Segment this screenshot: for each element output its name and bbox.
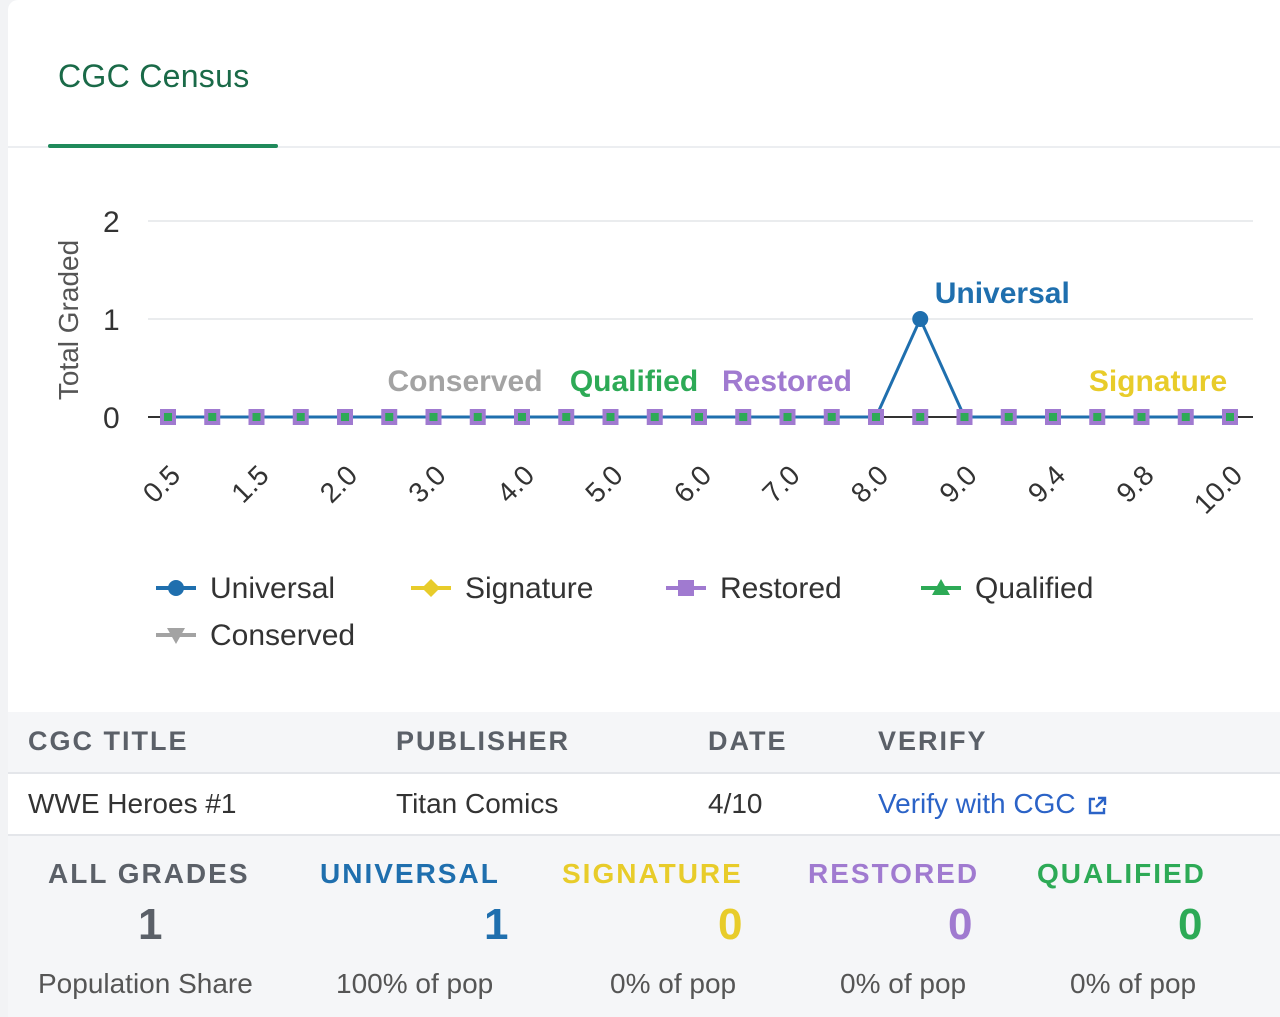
legend-label: Signature bbox=[465, 572, 594, 605]
x-tick-label: 0.5 bbox=[137, 459, 186, 508]
stat-label-signature: SIGNATURE bbox=[562, 858, 743, 889]
data-point-qualified bbox=[1004, 413, 1013, 421]
stat-sub-qualified: 0% of pop bbox=[1070, 968, 1197, 999]
data-point-qualified bbox=[695, 413, 703, 421]
x-tick-label: 4.0 bbox=[491, 459, 540, 508]
data-point-qualified bbox=[1226, 413, 1234, 421]
publisher-name: Titan Comics bbox=[396, 788, 559, 819]
column-header-publisher: PUBLISHER bbox=[396, 726, 571, 756]
stat-sub-signature: 0% of pop bbox=[610, 968, 737, 999]
stat-sub-restored: 0% of pop bbox=[840, 968, 967, 999]
table-header-row: CGC TITLE PUBLISHER DATE VERIFY bbox=[8, 712, 1280, 774]
y-axis-title: Total Graded bbox=[53, 240, 84, 400]
diamond-marker-icon bbox=[411, 579, 451, 597]
data-point-qualified bbox=[385, 413, 394, 421]
data-point-qualified bbox=[606, 413, 615, 421]
data-point-universal bbox=[912, 311, 929, 327]
issue-date: 4/10 bbox=[708, 788, 763, 819]
census-card: CGC Census 0 1 2 Total Graded 0.5 1.5 2.0 3.0 4.… bbox=[8, 0, 1280, 1017]
stat-value-universal: 1 bbox=[484, 900, 509, 949]
annotation-universal: Universal bbox=[935, 277, 1070, 310]
legend-label: Restored bbox=[720, 572, 842, 605]
external-link-icon bbox=[1088, 796, 1106, 814]
data-point-qualified bbox=[783, 413, 792, 421]
column-header-date: DATE bbox=[708, 726, 788, 756]
stat-sub-all-grades: Population Share bbox=[38, 968, 253, 999]
x-tick-label: 9.4 bbox=[1022, 459, 1071, 508]
y-tick-label: 0 bbox=[103, 402, 120, 435]
data-point-qualified bbox=[1093, 413, 1102, 421]
series-line-universal bbox=[168, 315, 1230, 419]
tab-active-indicator bbox=[48, 144, 278, 148]
data-point-qualified bbox=[916, 413, 925, 421]
x-tick-label: 7.0 bbox=[756, 459, 805, 508]
x-tick-label: 1.5 bbox=[225, 459, 274, 508]
stat-label-all-grades: ALL GRADES bbox=[48, 858, 250, 889]
comic-title: WWE Heroes #1 bbox=[28, 788, 237, 819]
data-point-qualified bbox=[473, 413, 482, 421]
triangle-marker-icon bbox=[921, 579, 961, 595]
data-point-qualified bbox=[650, 413, 659, 421]
data-point-qualified bbox=[296, 413, 305, 421]
tab-cgc-census[interactable]: CGC Census bbox=[48, 48, 278, 148]
stat-label-restored: RESTORED bbox=[808, 858, 980, 889]
data-point-qualified bbox=[960, 413, 969, 421]
data-point-qualified bbox=[1181, 413, 1190, 421]
x-tick-label: 6.0 bbox=[668, 459, 717, 508]
x-tick-label: 10.0 bbox=[1188, 459, 1248, 519]
x-tick-label: 3.0 bbox=[402, 459, 451, 508]
annotation-qualified: Qualified bbox=[570, 365, 698, 398]
stat-value-restored: 0 bbox=[948, 900, 973, 949]
data-point-qualified bbox=[827, 413, 836, 421]
legend-label: Qualified bbox=[975, 572, 1094, 605]
stat-label-universal: UNIVERSAL bbox=[320, 858, 500, 889]
stat-label-qualified: QUALIFIED bbox=[1037, 858, 1206, 889]
annotation-restored: Restored bbox=[722, 365, 852, 398]
census-line-chart: 0 1 2 Total Graded 0.5 1.5 2.0 3.0 4.0 5.0 6.0 7.0 8… bbox=[53, 206, 1253, 520]
data-point-qualified bbox=[518, 413, 526, 421]
annotation-conserved: Conserved bbox=[387, 365, 542, 398]
tab-bar: CGC Census bbox=[8, 0, 1280, 148]
data-point-qualified bbox=[739, 413, 748, 421]
stat-value-signature: 0 bbox=[718, 900, 743, 949]
stat-value-qualified: 0 bbox=[1178, 900, 1203, 949]
column-header-verify: VERIFY bbox=[878, 726, 988, 756]
x-tick-label: 9.8 bbox=[1110, 459, 1159, 508]
verify-with-cgc-link[interactable]: Verify with CGC bbox=[878, 788, 1108, 820]
table-row: WWE Heroes #1 Titan Comics 4/10 Verify w… bbox=[8, 774, 1280, 836]
data-point-qualified bbox=[252, 413, 261, 421]
triangle-down-marker-icon bbox=[156, 628, 196, 644]
column-header-title: CGC TITLE bbox=[28, 726, 189, 756]
stat-sub-universal: 100% of pop bbox=[336, 968, 494, 999]
population-stats: ALL GRADES 1 Population Share UNIVERSAL … bbox=[8, 836, 1280, 1017]
data-point-qualified bbox=[429, 413, 438, 421]
data-point-qualified bbox=[1137, 413, 1146, 421]
data-point-qualified bbox=[164, 413, 172, 421]
x-tick-label: 5.0 bbox=[579, 459, 628, 508]
stat-value-all-grades: 1 bbox=[138, 900, 163, 949]
y-tick-label: 1 bbox=[103, 304, 120, 337]
tab-label: CGC Census bbox=[58, 58, 250, 94]
data-point-qualified bbox=[562, 413, 571, 421]
annotation-signature: Signature bbox=[1089, 365, 1227, 398]
y-tick-label: 2 bbox=[103, 206, 120, 239]
x-tick-label: 9.0 bbox=[933, 459, 982, 508]
data-point-qualified bbox=[872, 413, 880, 421]
square-marker-icon bbox=[666, 580, 706, 596]
verify-link-label: Verify with CGC bbox=[878, 788, 1076, 819]
x-tick-label: 2.0 bbox=[314, 459, 363, 508]
legend-label: Conserved bbox=[210, 619, 356, 652]
x-tick-label: 8.0 bbox=[845, 459, 894, 508]
legend-label: Universal bbox=[210, 572, 336, 605]
circle-marker-icon bbox=[156, 580, 196, 596]
data-point-qualified bbox=[1049, 413, 1057, 421]
data-point-qualified bbox=[208, 413, 217, 421]
data-point-qualified bbox=[341, 413, 349, 421]
